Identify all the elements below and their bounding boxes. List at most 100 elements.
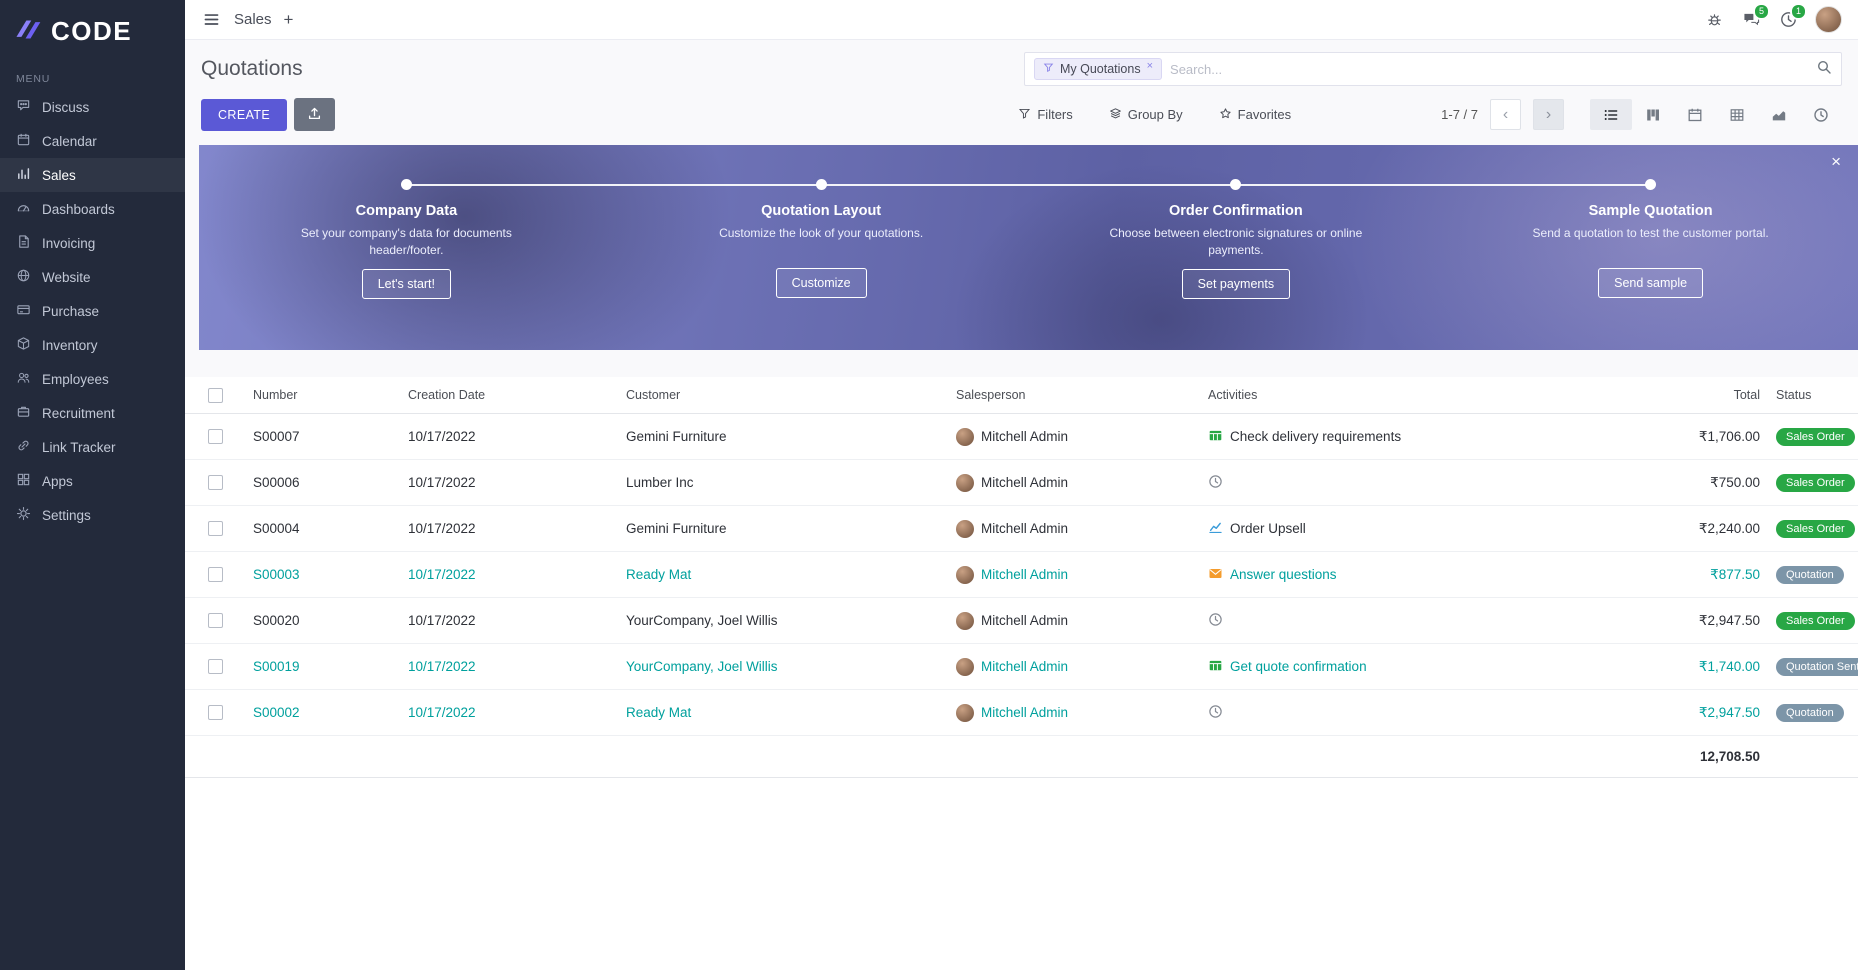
hamburger-menu-icon[interactable] — [201, 9, 222, 30]
app-logo[interactable]: CODE — [0, 0, 185, 61]
select-all-checkbox[interactable] — [207, 387, 223, 403]
customize-button[interactable]: Customize — [775, 268, 867, 298]
send-sample-button[interactable]: Send sample — [1598, 268, 1704, 298]
view-graph-icon[interactable] — [1758, 99, 1800, 130]
topbar-app-name[interactable]: Sales — [234, 11, 272, 28]
table-row[interactable]: S00004 10/17/2022 Gemini Furniture Mitch… — [185, 506, 1858, 552]
onboarding-step-order-confirmation: Order Confirmation Choose between electr… — [1029, 173, 1444, 299]
page-title: Quotations — [201, 57, 303, 80]
plus-icon[interactable]: + — [283, 9, 294, 29]
cube-icon — [16, 336, 31, 354]
row-checkbox[interactable] — [207, 521, 223, 536]
spreadsheet-icon[interactable] — [1208, 658, 1223, 676]
column-header-number[interactable]: Number — [253, 388, 298, 402]
row-checkbox[interactable] — [207, 567, 223, 582]
facet-label: My Quotations — [1060, 62, 1141, 76]
table-row[interactable]: S00002 10/17/2022 Ready Mat Mitchell Adm… — [185, 690, 1858, 736]
table-row[interactable]: S00020 10/17/2022 YourCompany, Joel Will… — [185, 598, 1858, 644]
total-amount: ₹2,240.00 — [1698, 520, 1760, 536]
favorites-label: Favorites — [1237, 107, 1292, 122]
spreadsheet-icon[interactable] — [1208, 428, 1223, 446]
view-list-icon[interactable] — [1590, 99, 1632, 130]
row-checkbox[interactable] — [207, 475, 223, 490]
set-payments-button[interactable]: Set payments — [1181, 268, 1291, 299]
users-icon — [16, 370, 31, 388]
table-row[interactable]: S00019 10/17/2022 YourCompany, Joel Will… — [185, 644, 1858, 690]
credit-card-icon — [16, 302, 31, 320]
sidebar-item-purchase[interactable]: Purchase — [0, 294, 185, 328]
filters-button[interactable]: Filters — [1018, 107, 1073, 123]
user-avatar[interactable] — [1815, 6, 1842, 33]
pager-next-button[interactable]: › — [1533, 99, 1564, 130]
sidebar-item-label: Website — [42, 269, 91, 285]
table-row[interactable]: S00006 10/17/2022 Lumber Inc Mitchell Ad… — [185, 460, 1858, 506]
row-checkbox[interactable] — [207, 429, 223, 444]
lets-start-button[interactable]: Let's start! — [361, 268, 452, 299]
banner-close-icon[interactable]: × — [1831, 152, 1841, 171]
sidebar-item-apps[interactable]: Apps — [0, 464, 185, 498]
step-dot — [1230, 179, 1242, 190]
step-dot — [1645, 179, 1657, 190]
clock-icon[interactable] — [1208, 474, 1223, 492]
group-by-button[interactable]: Group By — [1109, 107, 1183, 123]
step-description: Choose between electronic signatures or … — [1109, 226, 1363, 257]
filters-label: Filters — [1037, 107, 1073, 122]
step-description: Send a quotation to test the customer po… — [1532, 226, 1769, 240]
total-amount: ₹1,706.00 — [1698, 428, 1760, 444]
sidebar-item-label: Apps — [42, 473, 73, 489]
row-checkbox[interactable] — [207, 705, 223, 720]
sidebar-item-website[interactable]: Website — [0, 260, 185, 294]
sidebar-item-sales[interactable]: Sales — [0, 158, 185, 192]
view-kanban-icon[interactable] — [1632, 99, 1674, 130]
sidebar-item-link-tracker[interactable]: Link Tracker — [0, 430, 185, 464]
column-header-activities[interactable]: Activities — [1208, 388, 1258, 402]
facet-close-icon[interactable]: × — [1146, 59, 1154, 72]
activity-clock-icon[interactable]: 1 — [1778, 3, 1807, 30]
sidebar-item-employees[interactable]: Employees — [0, 362, 185, 396]
search-bar[interactable]: My Quotations × — [1024, 52, 1842, 86]
quotation-number: S00004 — [253, 521, 300, 536]
status-badge: Sales Order — [1776, 473, 1855, 492]
sidebar-item-discuss[interactable]: Discuss — [0, 90, 185, 124]
envelope-icon[interactable] — [1208, 566, 1223, 584]
sidebar-item-recruitment[interactable]: Recruitment — [0, 396, 185, 430]
messages-icon[interactable]: 5 — [1741, 3, 1770, 30]
column-header-customer[interactable]: Customer — [626, 388, 681, 402]
table-row[interactable]: S00007 10/17/2022 Gemini Furniture Mitch… — [185, 414, 1858, 460]
column-header-total[interactable]: Total — [1733, 388, 1760, 402]
search-icon[interactable] — [1816, 59, 1832, 80]
export-button[interactable] — [294, 98, 336, 131]
view-calendar-icon[interactable] — [1674, 99, 1716, 130]
sidebar-item-inventory[interactable]: Inventory — [0, 328, 185, 362]
sidebar-item-label: Employees — [42, 371, 109, 387]
table-row[interactable]: S00003 10/17/2022 Ready Mat Mitchell Adm… — [185, 552, 1858, 598]
row-checkbox[interactable] — [207, 613, 223, 628]
salesperson-avatar — [956, 473, 974, 492]
star-icon — [1219, 107, 1232, 123]
sidebar-item-calendar[interactable]: Calendar — [0, 124, 185, 158]
bug-icon[interactable] — [1704, 9, 1725, 30]
invoice-file-icon — [16, 234, 31, 252]
sidebar-item-invoicing[interactable]: Invoicing — [0, 226, 185, 260]
status-badge: Sales Order — [1776, 519, 1855, 538]
view-pivot-icon[interactable] — [1716, 99, 1758, 130]
row-checkbox[interactable] — [207, 659, 223, 674]
favorites-button[interactable]: Favorites — [1219, 107, 1291, 123]
column-header-salesperson[interactable]: Salesperson — [956, 388, 1026, 402]
search-facet-my-quotations[interactable]: My Quotations × — [1034, 58, 1163, 80]
pager-prev-button[interactable]: ‹ — [1490, 99, 1521, 130]
clock-icon[interactable] — [1208, 704, 1223, 722]
line-chart-icon[interactable] — [1208, 520, 1223, 538]
view-activity-icon[interactable] — [1800, 99, 1842, 130]
creation-date: 10/17/2022 — [408, 475, 476, 490]
messages-badge: 5 — [1752, 3, 1770, 20]
search-input[interactable] — [1170, 61, 1808, 77]
column-header-creation-date[interactable]: Creation Date — [408, 388, 486, 402]
sidebar-item-settings[interactable]: Settings — [0, 498, 185, 532]
clock-icon[interactable] — [1208, 612, 1223, 630]
step-description: Set your company's data for documents he… — [300, 226, 512, 257]
create-button[interactable]: CREATE — [201, 98, 288, 131]
bar-chart-icon — [16, 166, 31, 184]
column-header-status[interactable]: Status — [1776, 388, 1812, 402]
sidebar-item-dashboards[interactable]: Dashboards — [0, 192, 185, 226]
